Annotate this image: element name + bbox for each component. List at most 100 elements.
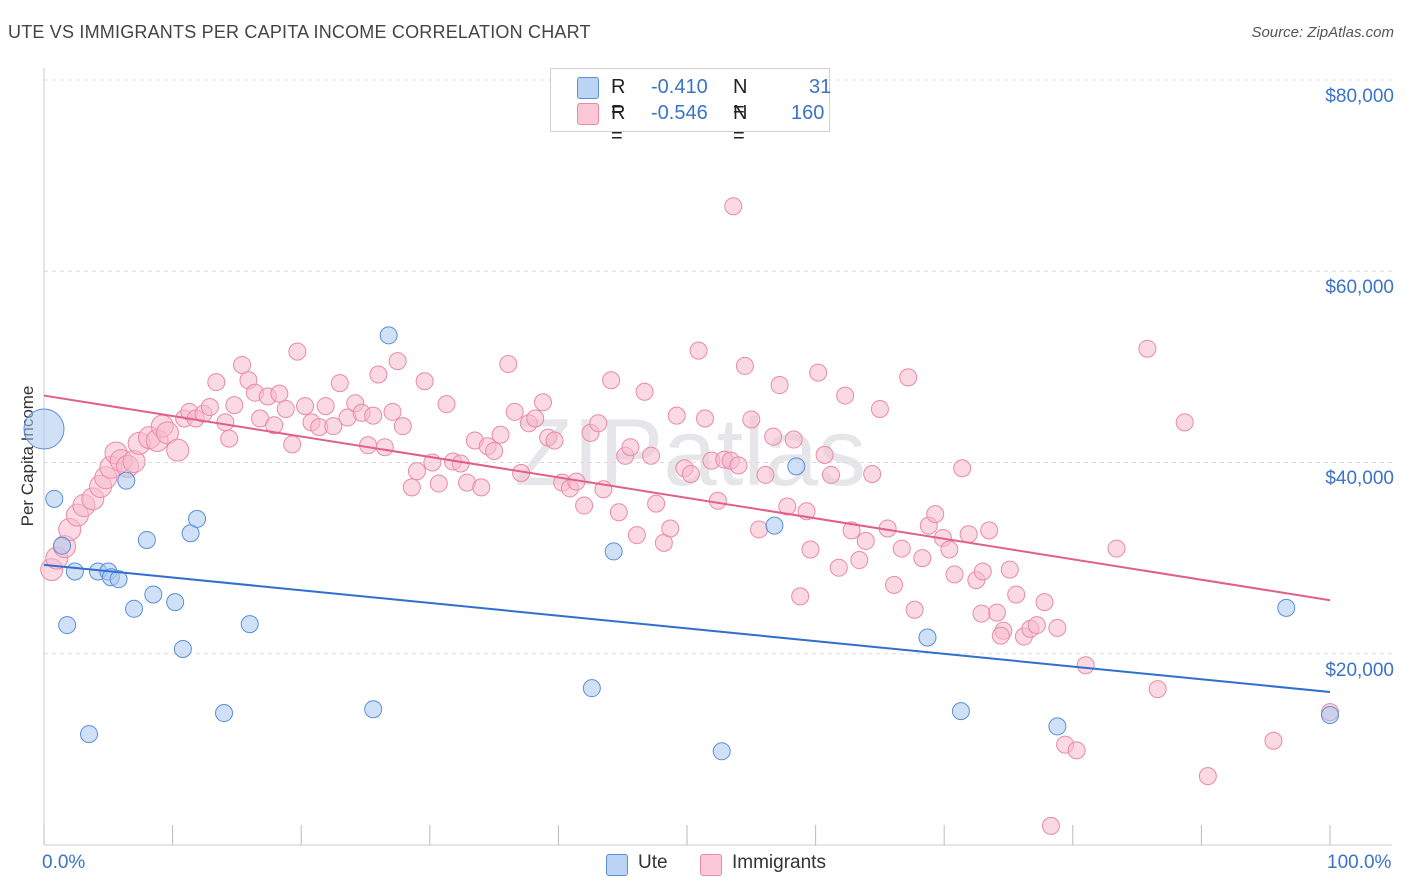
ute-legend-swatch [606, 854, 628, 876]
immigrants-point [940, 540, 959, 559]
immigrants-point [791, 587, 810, 606]
source-credit: Source: ZipAtlas.com [1251, 24, 1394, 41]
immigrants-point [324, 417, 343, 436]
immigrants-point [729, 456, 748, 475]
immigrants-point [402, 478, 421, 497]
immigrants-point [899, 368, 918, 387]
legend-r-label: R = [611, 102, 626, 147]
immigrants-point [200, 398, 219, 417]
immigrants-point [288, 342, 307, 361]
immigrants-point [393, 417, 412, 436]
immigrants-point [545, 431, 564, 450]
immigrants-point [647, 494, 666, 513]
immigrants-point [270, 384, 289, 403]
immigrants-point [696, 409, 715, 428]
ute-point [604, 542, 623, 561]
immigrants-point [905, 600, 924, 619]
immigrants-point [283, 435, 302, 454]
legend-r-label: R = [611, 76, 626, 121]
immigrants-point [369, 365, 388, 384]
immigrants-point [437, 395, 456, 414]
ute-point [582, 679, 601, 698]
immigrants-point [485, 442, 504, 461]
immigrants-point [870, 399, 889, 418]
immigrants-point [667, 406, 686, 425]
ute-point [188, 509, 207, 528]
ute-point [1048, 717, 1067, 736]
immigrants-point [1264, 731, 1283, 750]
immigrants-point [1138, 339, 1157, 358]
ute-legend-label: Ute [638, 852, 668, 873]
immigrants-point [383, 402, 402, 421]
ute-point [65, 562, 84, 581]
immigrants-point [1041, 816, 1060, 835]
immigrants-point [778, 497, 797, 516]
ute-point [787, 457, 806, 476]
ute-point [765, 516, 784, 535]
ute-point [166, 593, 185, 612]
immigrants-swatch [577, 103, 599, 125]
immigrants-point [472, 478, 491, 497]
immigrants-point [842, 521, 861, 540]
immigrants-point [407, 462, 426, 481]
immigrants-point [661, 519, 680, 538]
immigrants-points [40, 197, 1339, 835]
immigrants-point [388, 352, 407, 371]
legend-n-value: 31 [809, 76, 832, 98]
legend-n-label: N = [733, 76, 748, 121]
ute-point [1277, 598, 1296, 617]
immigrants-point [850, 551, 869, 570]
immigrants-point [750, 520, 769, 539]
immigrants-point [233, 355, 252, 374]
ute-point [137, 530, 156, 549]
immigrants-point [415, 372, 434, 391]
legend-n-value: 160 [791, 102, 825, 124]
immigrants-point [216, 413, 235, 432]
y-tick-label: $20,000 [1325, 660, 1394, 681]
axes [43, 68, 1392, 846]
legend-n-label: N = [733, 102, 748, 147]
ute-point [144, 585, 163, 604]
immigrants-point [526, 409, 545, 428]
immigrants-point [742, 410, 761, 429]
ute-point [23, 408, 65, 450]
immigrants-legend-swatch [700, 854, 722, 876]
legend-r-value: -0.410 [651, 76, 708, 98]
x-tick-label: 100.0% [1327, 852, 1392, 873]
immigrants-point [953, 459, 972, 478]
trend-lines [43, 394, 1331, 693]
ute-point [125, 599, 144, 618]
immigrants-point [505, 402, 524, 421]
immigrants-point [207, 373, 226, 392]
immigrants-point [724, 197, 743, 216]
ute-point [173, 639, 192, 658]
correlation-legend: R = -0.410 N = 31 R = -0.546 N = 160 [550, 68, 832, 147]
immigrants-point [809, 363, 828, 382]
immigrants-point [913, 549, 932, 568]
ute-point [951, 702, 970, 721]
immigrants-point [973, 562, 992, 581]
immigrants-point [316, 397, 335, 416]
immigrants-point [987, 603, 1006, 622]
immigrants-point [1035, 593, 1054, 612]
immigrants-point [863, 464, 882, 483]
immigrants-point [265, 416, 284, 435]
immigrants-point [735, 356, 754, 375]
ute-point [364, 700, 383, 719]
immigrants-point [764, 427, 783, 446]
immigrants-point [708, 491, 727, 510]
immigrants-point [1076, 656, 1095, 675]
immigrants-point [689, 341, 708, 360]
immigrants-point [641, 446, 660, 465]
immigrants-point [784, 430, 803, 449]
immigrants-point [959, 525, 978, 544]
immigrants-point [822, 465, 841, 484]
ute-point [918, 628, 937, 647]
immigrants-point [972, 604, 991, 623]
x-tick-label: 0.0% [42, 852, 86, 873]
immigrants-point [681, 464, 700, 483]
immigrants-point [836, 386, 855, 405]
immigrants-point [166, 438, 190, 462]
immigrants-point [885, 575, 904, 594]
immigrants-point [364, 406, 383, 425]
